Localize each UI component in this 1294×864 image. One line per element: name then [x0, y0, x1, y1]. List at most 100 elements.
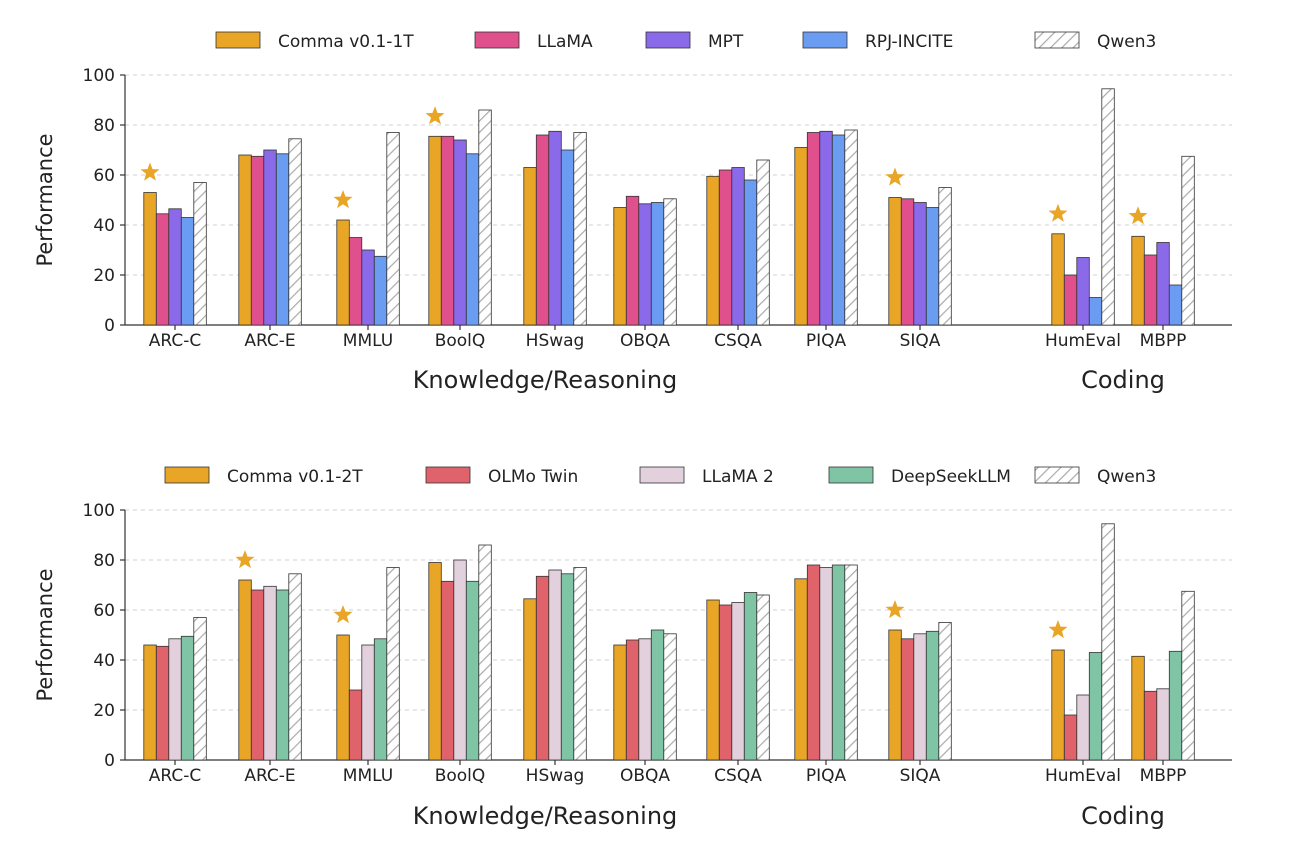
- bar-comma-v0-1-2t: [613, 644, 627, 761]
- bar-qwen3: [386, 567, 400, 761]
- bar-comma-v0-1-2t: [143, 644, 157, 761]
- legend-swatch: [425, 466, 471, 484]
- category-label: ARC-E: [244, 331, 295, 351]
- bar-rpj-incite: [1088, 297, 1103, 326]
- bar-olmo-twin: [535, 575, 550, 761]
- category-label: HumEval: [1045, 331, 1121, 351]
- legend-label: LLaMA: [537, 32, 593, 52]
- bar-qwen3: [288, 573, 302, 761]
- bar-llama: [718, 169, 733, 326]
- bar-mpt: [819, 130, 833, 326]
- y-tick-label: 20: [93, 266, 115, 286]
- bar-mpt: [638, 203, 652, 326]
- bar-comma-v0-1-1t: [143, 192, 157, 326]
- bar-mpt: [731, 167, 745, 326]
- bar-olmo-twin: [1063, 714, 1078, 761]
- bar-mpt: [548, 130, 562, 326]
- bar-qwen3: [938, 187, 952, 326]
- category-label: BoolQ: [435, 766, 486, 786]
- bar-llama-2: [1076, 694, 1090, 761]
- bar-llama: [348, 237, 363, 326]
- bar-rpj-incite: [650, 202, 665, 326]
- bar-comma-v0-1-1t: [1051, 233, 1065, 326]
- bar-qwen3: [938, 622, 952, 761]
- legend-label: LLaMA 2: [702, 467, 774, 487]
- bar-comma-v0-1-1t: [523, 167, 537, 326]
- bar-deepseekllm: [743, 592, 758, 761]
- category-label: HumEval: [1045, 766, 1121, 786]
- bar-qwen3: [844, 564, 858, 761]
- legend-label: Qwen3: [1097, 467, 1156, 487]
- category-label: CSQA: [714, 766, 762, 786]
- legend-label: Comma v0.1-1T: [278, 32, 414, 52]
- bar-olmo-twin: [440, 580, 455, 761]
- bar-qwen3: [1101, 523, 1115, 761]
- bar-deepseekllm: [650, 629, 665, 761]
- y-axis-label: Performance: [33, 133, 57, 266]
- bar-llama-2: [168, 638, 182, 761]
- bar-llama-2: [1156, 688, 1170, 761]
- bar-llama-2: [638, 638, 652, 761]
- group-label: Knowledge/Reasoning: [413, 366, 678, 394]
- bar-deepseekllm: [1088, 652, 1103, 761]
- bar-comma-v0-1-2t: [1131, 655, 1145, 761]
- y-tick-label: 80: [93, 116, 115, 136]
- bar-mpt: [913, 202, 927, 326]
- bar-comma-v0-1-2t: [1051, 649, 1065, 761]
- bar-comma-v0-1-1t: [613, 207, 627, 326]
- legend-swatch: [639, 466, 685, 484]
- star-icon: [1048, 620, 1068, 639]
- category-label: SIQA: [900, 331, 941, 351]
- bar-mpt: [1076, 257, 1090, 326]
- bar-comma-v0-1-1t: [428, 135, 442, 326]
- y-tick-label: 40: [93, 651, 115, 671]
- bar-llama: [806, 132, 821, 326]
- legend-label: Qwen3: [1097, 32, 1156, 52]
- bar-qwen3: [386, 132, 400, 326]
- legend-swatch: [164, 466, 210, 484]
- bar-rpj-incite: [743, 179, 758, 326]
- category-label: PIQA: [806, 766, 847, 786]
- bar-olmo-twin: [900, 638, 915, 761]
- category-label: ARC-C: [149, 766, 201, 786]
- bar-rpj-incite: [180, 217, 195, 326]
- bar-comma-v0-1-2t: [523, 598, 537, 761]
- bar-qwen3: [193, 617, 207, 761]
- star-icon: [333, 190, 353, 209]
- bar-comma-v0-1-2t: [888, 629, 902, 761]
- bar-deepseekllm: [831, 564, 846, 761]
- bar-mpt: [168, 208, 182, 326]
- legend-swatch: [1034, 31, 1080, 49]
- star-icon: [885, 167, 905, 186]
- star-icon: [425, 106, 445, 125]
- y-tick-label: 20: [93, 701, 115, 721]
- legend-swatch: [828, 466, 874, 484]
- bar-llama: [1143, 254, 1158, 326]
- y-tick-label: 0: [104, 751, 115, 771]
- bar-llama: [535, 134, 550, 326]
- bar-olmo-twin: [155, 645, 170, 761]
- category-label: BoolQ: [435, 331, 486, 351]
- bar-rpj-incite: [831, 134, 846, 326]
- bar-comma-v0-1-1t: [238, 154, 252, 326]
- category-label: ARC-C: [149, 331, 201, 351]
- y-axis-label: Performance: [33, 568, 57, 701]
- y-tick-label: 100: [83, 501, 115, 521]
- bar-qwen3: [844, 129, 858, 326]
- bar-llama: [1063, 274, 1078, 326]
- category-label: OBQA: [620, 766, 670, 786]
- bar-rpj-incite: [465, 153, 480, 326]
- bar-qwen3: [573, 567, 587, 761]
- legend-swatch: [1034, 466, 1080, 484]
- bar-llama: [625, 195, 640, 326]
- bar-olmo-twin: [1143, 690, 1158, 761]
- legend-swatch: [645, 31, 691, 49]
- bar-olmo-twin: [718, 604, 733, 761]
- legend-label: MPT: [708, 32, 744, 52]
- bar-comma-v0-1-1t: [706, 175, 720, 326]
- bar-qwen3: [193, 182, 207, 326]
- bar-comma-v0-1-1t: [336, 219, 350, 326]
- bar-olmo-twin: [625, 639, 640, 761]
- bar-qwen3: [288, 138, 302, 326]
- bar-deepseekllm: [925, 630, 940, 761]
